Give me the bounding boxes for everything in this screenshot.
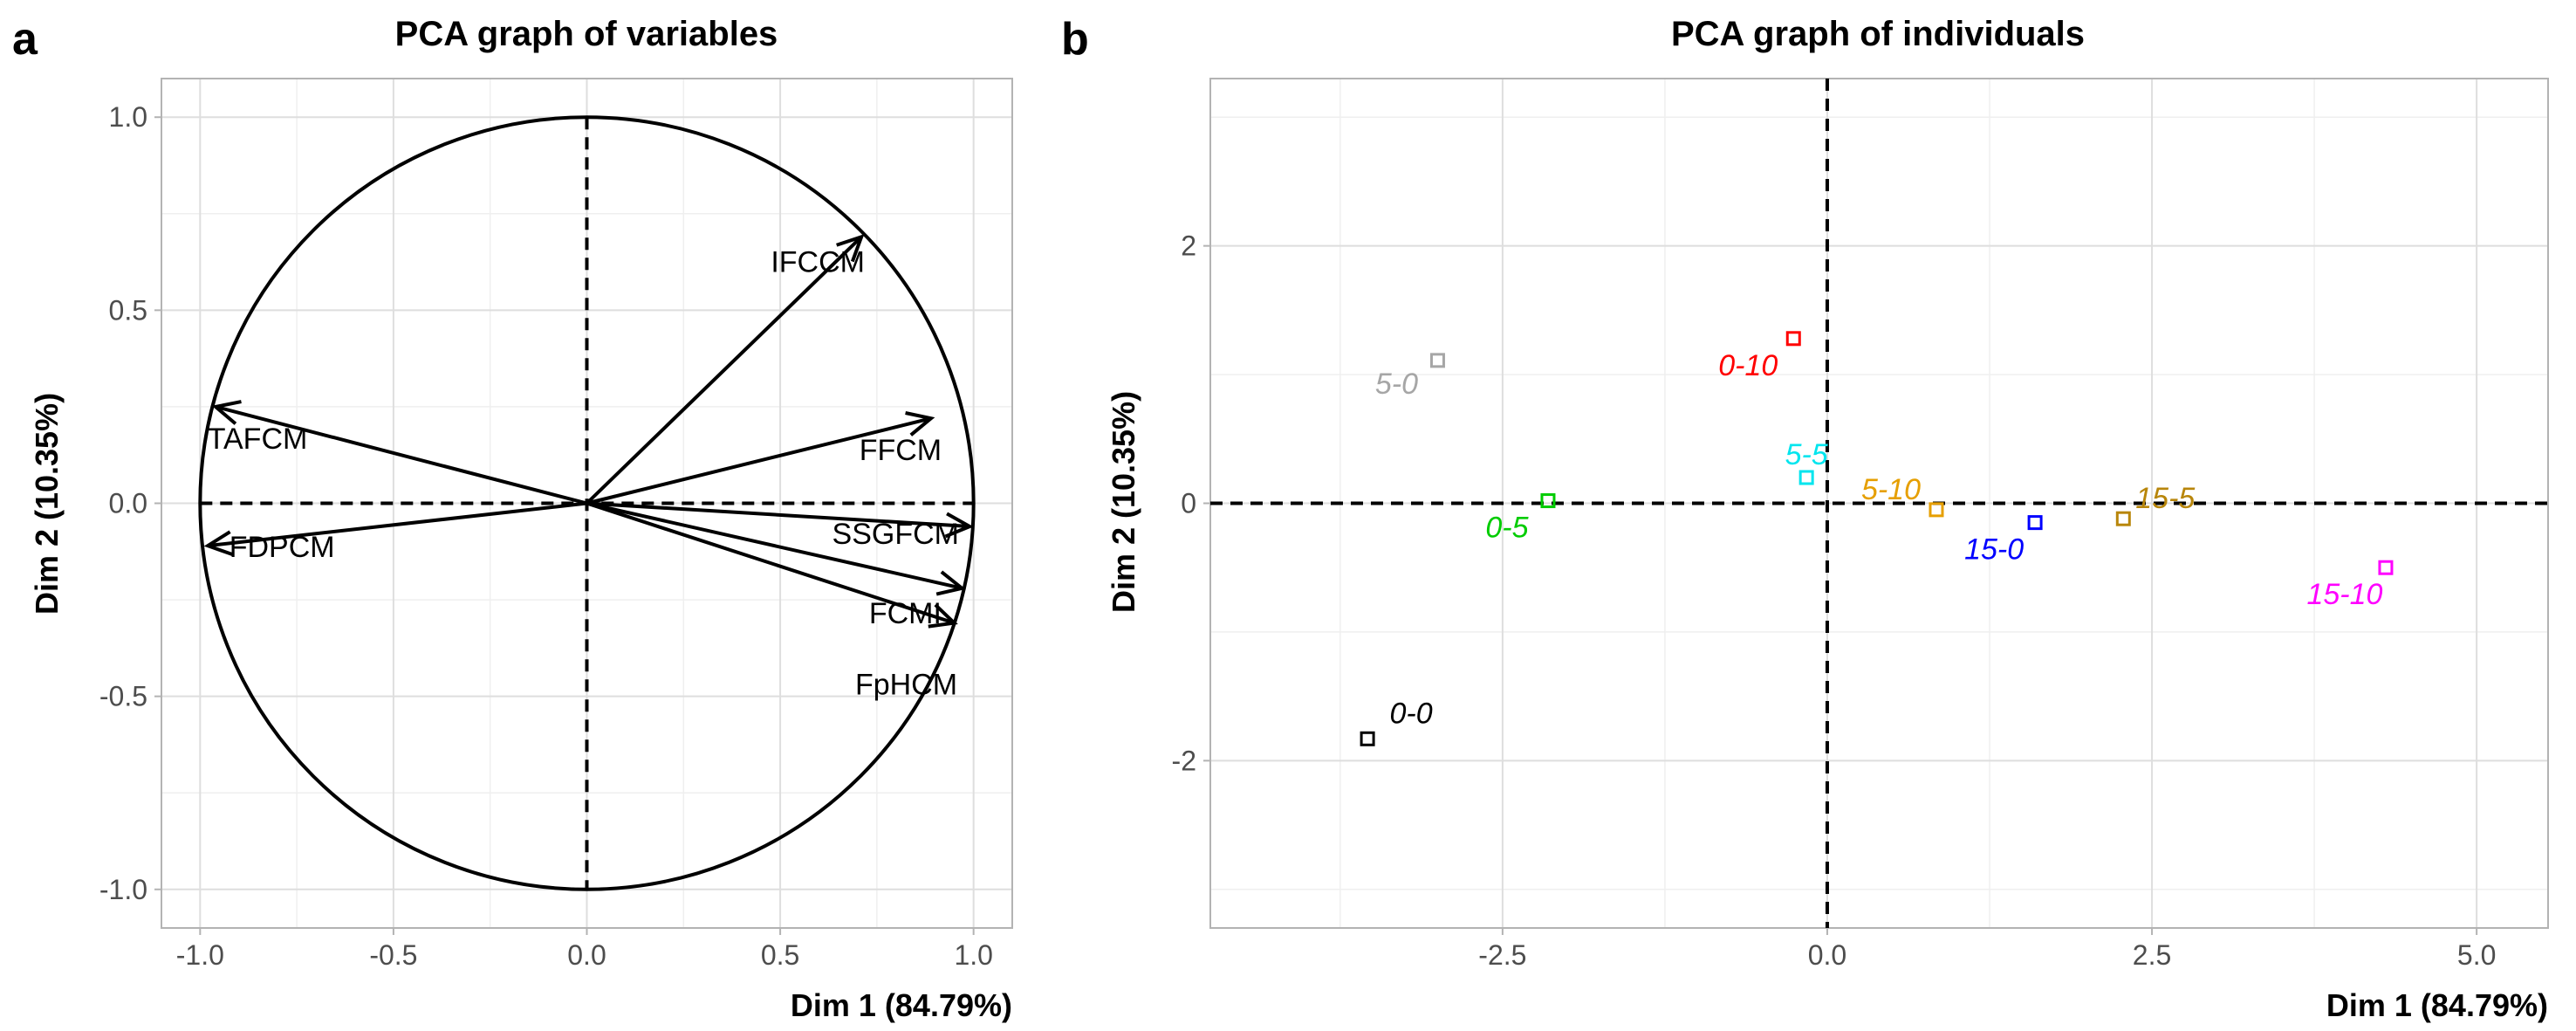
individual-points — [1360, 331, 2394, 746]
x-tick-label: 5.0 — [2457, 939, 2496, 971]
point-0-10 — [1785, 331, 1801, 347]
arrow-head — [836, 234, 865, 263]
panel-a-title: PCA graph of variables — [395, 15, 778, 53]
y-tick-label: 1.0 — [109, 101, 147, 133]
panel-a-y-axis-title: Dim 2 (10.35%) — [29, 393, 65, 615]
arrow-ifccm — [586, 234, 865, 505]
panel-b-x-axis-title: Dim 1 (84.79%) — [2326, 987, 2548, 1023]
arrow-head — [905, 411, 935, 436]
arrow-head — [203, 530, 234, 556]
point-label-0-10: 0-10 — [1718, 349, 1778, 382]
arrow-shaft — [586, 501, 963, 590]
point-label-0-0: 0-0 — [1390, 697, 1433, 730]
arrow-head — [935, 570, 966, 596]
y-tick-label: -2 — [1172, 745, 1196, 776]
y-tick-label: -1.0 — [99, 874, 147, 905]
x-tick-label: -2.5 — [1478, 939, 1526, 971]
panel-b-zero-lines — [1210, 79, 2548, 928]
individual-labels: 5-0 0-10 5-5 5-10 0-5 15-0 15-5 15-10 0-0 — [1375, 349, 2383, 730]
x-tick-label: 0.0 — [567, 939, 606, 971]
point-5-0 — [1429, 353, 1445, 368]
panel-a-axis-ticks: -1.0 -0.5 0.0 0.5 1.0 1.0 0.5 0.0 -0.5 -1.0 — [99, 101, 993, 971]
x-tick-label: 0.0 — [1808, 939, 1846, 971]
panel-a-x-axis-title: Dim 1 (84.79%) — [791, 987, 1012, 1023]
arrow-tafcm — [211, 400, 588, 505]
arrow-shaft — [586, 501, 956, 625]
point-15-5 — [2115, 511, 2131, 526]
y-tick-label: 0.5 — [109, 294, 147, 326]
arrow-fdpcm — [203, 501, 587, 556]
variable-arrows — [203, 234, 974, 629]
point-15-10 — [2378, 560, 2394, 575]
point-label-5-0: 5-0 — [1375, 368, 1418, 401]
arrow-head — [211, 400, 242, 425]
x-tick-label: -1.0 — [176, 939, 224, 971]
y-tick-label: 0.0 — [109, 488, 147, 519]
arrow-head — [944, 512, 974, 539]
panel-a-letter: a — [12, 14, 38, 65]
x-tick-label: 2.5 — [2133, 939, 2171, 971]
panel-b-title: PCA graph of individuals — [1671, 15, 2085, 53]
y-tick-label: 2 — [1181, 230, 1196, 262]
arrow-ssgfcm — [586, 501, 974, 539]
arrow-fcmi — [586, 501, 966, 596]
point-5-5 — [1798, 470, 1814, 485]
arrow-shaft — [586, 235, 863, 505]
arrow-ffcm — [586, 411, 935, 505]
panel-b-axis-ticks: -2.5 0.0 2.5 5.0 2 0 -2 — [1172, 230, 2497, 971]
variable-label-tafcm: TAFCM — [208, 423, 308, 456]
variable-label-ffcm: FFCM — [860, 434, 942, 467]
arrow-shaft — [586, 501, 970, 529]
point-label-0-5: 0-5 — [1485, 512, 1528, 545]
point-15-0 — [2027, 515, 2043, 531]
variable-label-ifccm: IFCCM — [771, 245, 865, 278]
variable-label-fcmi: FCMI — [869, 597, 942, 630]
variable-label-fdpcm: FDPCM — [230, 531, 335, 564]
arrow-head — [928, 603, 958, 629]
point-label-5-5: 5-5 — [1785, 438, 1828, 471]
pca-variables-panel: a PCA graph of variables IFCCM FFCM SSGFCM… — [12, 14, 1013, 1023]
point-0-0 — [1360, 731, 1375, 746]
arrow-fphcm — [586, 501, 958, 629]
variable-labels: IFCCM FFCM SSGFCM FCMI FpHCM TAFCM FDPCM — [208, 245, 959, 701]
x-tick-label: -0.5 — [369, 939, 417, 971]
x-tick-label: 1.0 — [954, 939, 992, 971]
arrow-shaft — [215, 404, 588, 505]
point-label-15-10: 15-10 — [2306, 578, 2382, 611]
point-label-15-5: 15-5 — [2135, 482, 2195, 515]
y-tick-label: 0 — [1181, 488, 1196, 519]
arrow-shaft — [207, 501, 587, 548]
arrow-shaft — [586, 416, 932, 505]
x-tick-label: 0.5 — [761, 939, 799, 971]
y-tick-label: -0.5 — [99, 681, 147, 712]
variable-label-ssgfcm: SSGFCM — [832, 518, 959, 551]
panel-b-letter: b — [1061, 14, 1089, 65]
variable-label-fphcm: FpHCM — [855, 669, 957, 702]
point-label-5-10: 5-10 — [1861, 473, 1921, 506]
point-0-5 — [1540, 493, 1556, 509]
point-label-15-0: 15-0 — [1964, 533, 2024, 567]
panel-b-y-axis-title: Dim 2 (10.35%) — [1106, 391, 1141, 613]
point-5-10 — [1929, 502, 1944, 518]
pca-individuals-panel: b PCA graph of individuals 5-0 0-10 5-5 5-1… — [1061, 14, 2549, 1023]
